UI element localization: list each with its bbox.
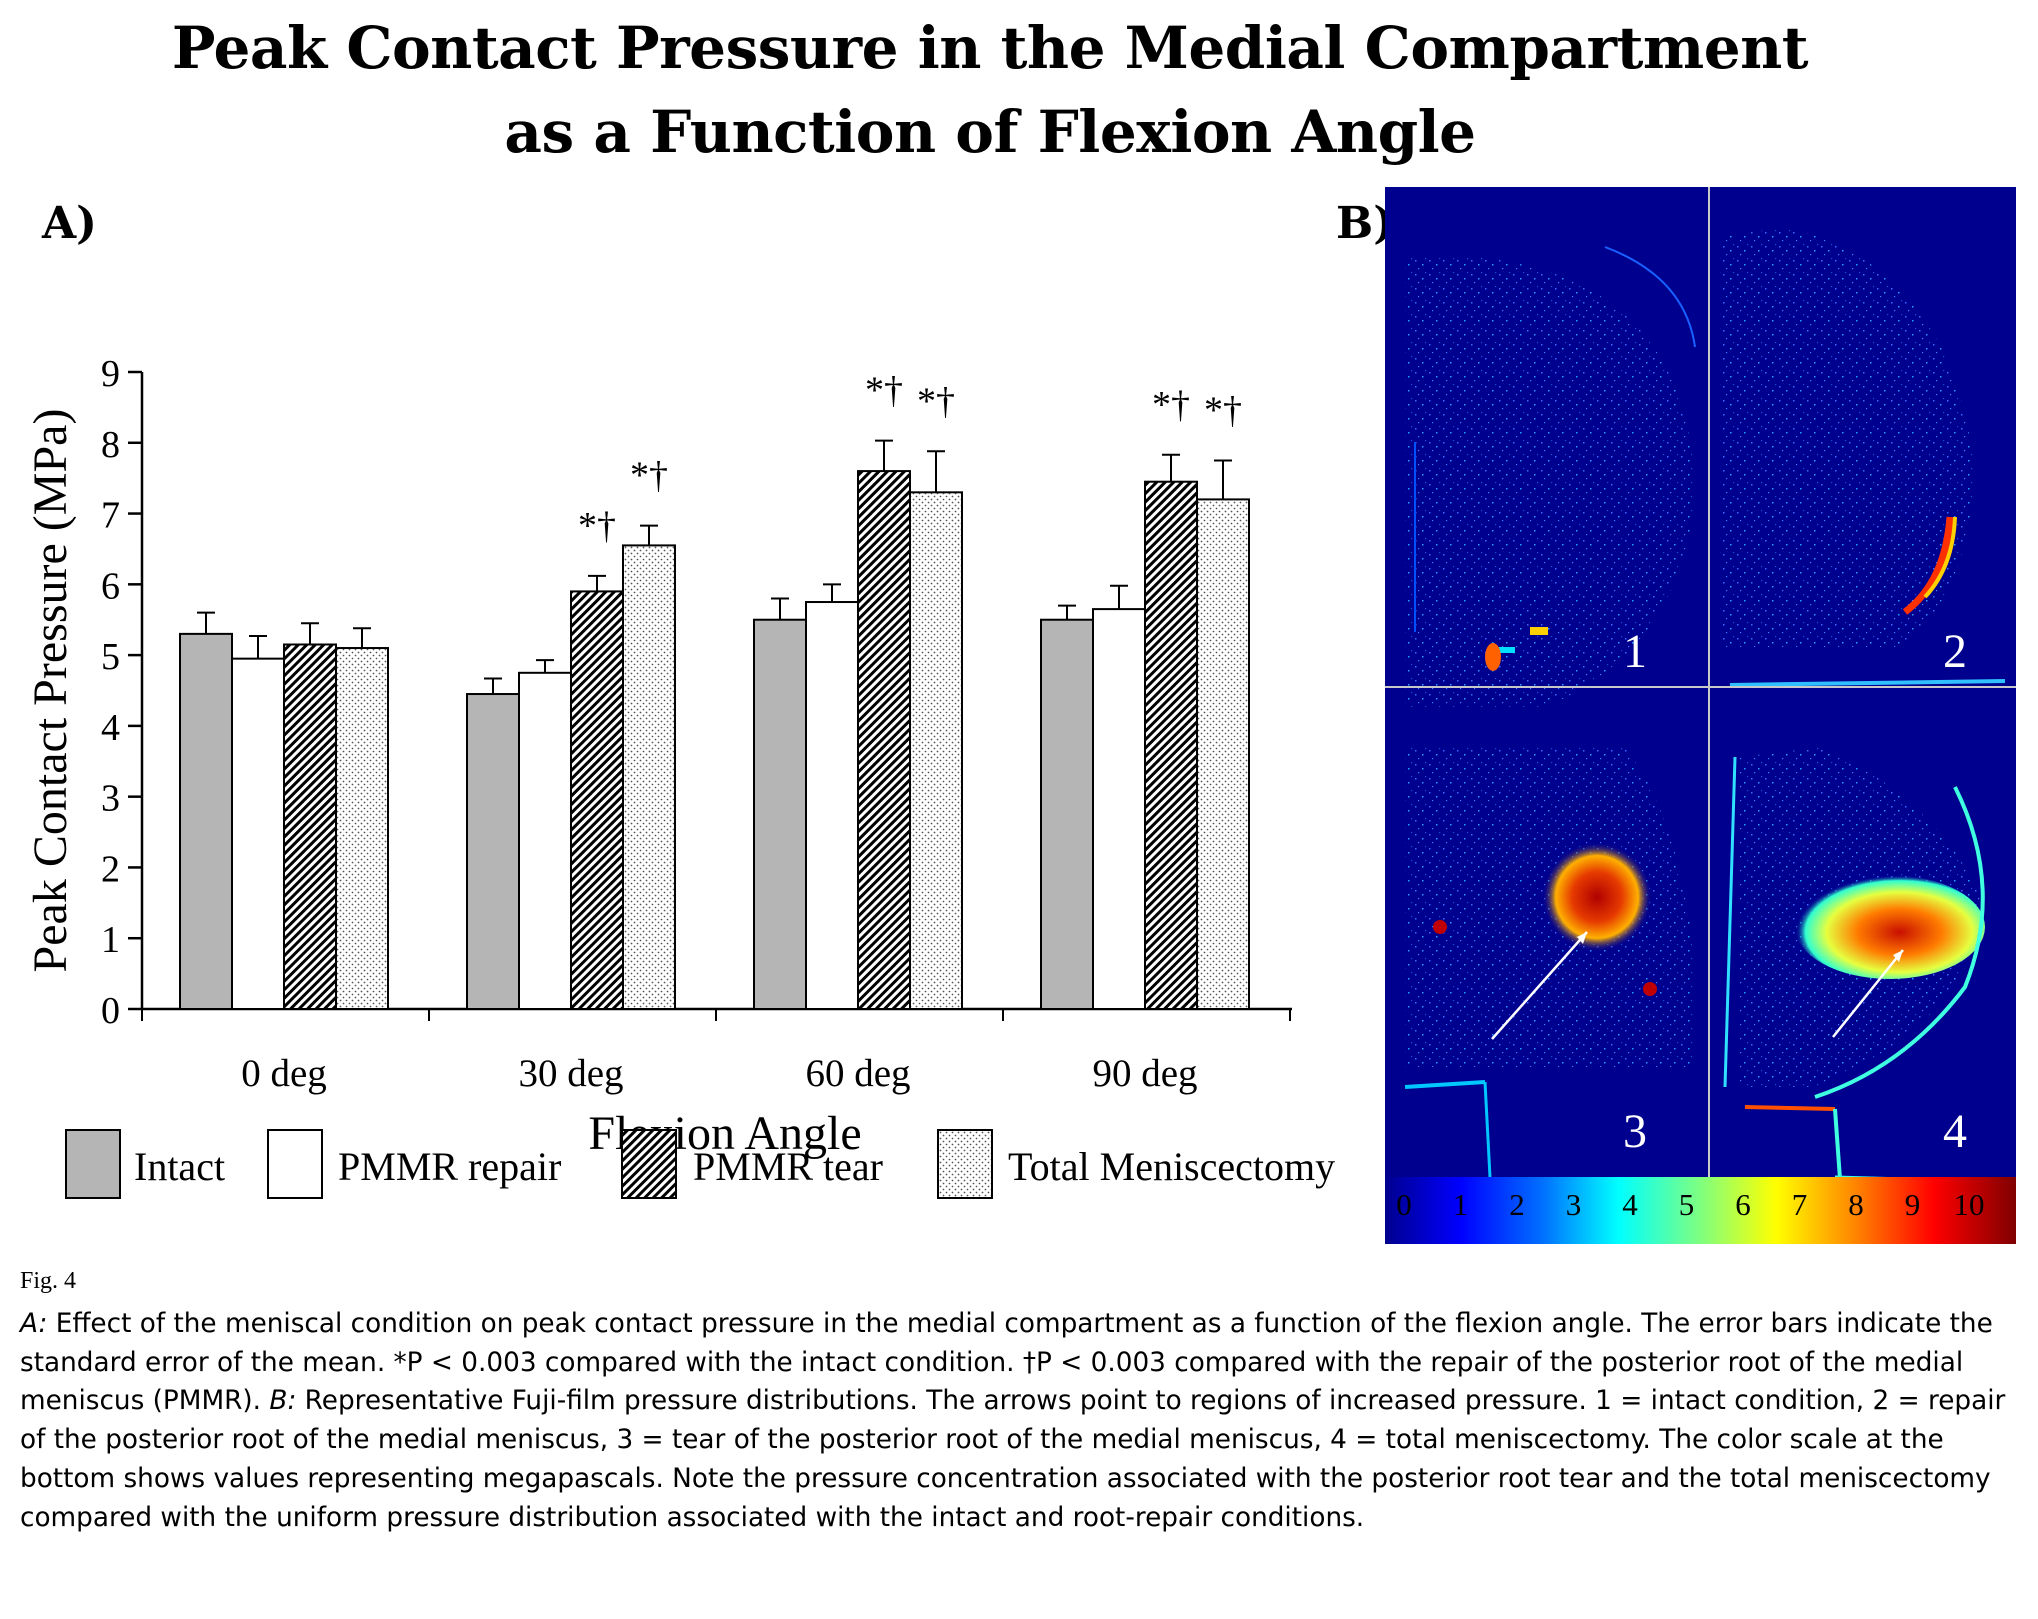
map-label-4: 4 <box>1943 1105 1967 1158</box>
y-tick-label: 2 <box>101 848 120 890</box>
y-tick-label: 4 <box>101 707 120 749</box>
pressure-maps: 1 2 3 4 <box>1385 187 2016 1187</box>
x-category-label: 30 deg <box>518 1052 623 1095</box>
bar-pmmr-tear <box>857 470 911 1011</box>
significance-marker: *† <box>630 455 668 497</box>
y-tick-label: 1 <box>101 919 120 961</box>
colorbar-tick-label: 8 <box>1848 1187 1864 1222</box>
figure-label: Fig. 4 <box>20 1268 77 1294</box>
colorbar-tick-label: 10 <box>1953 1187 1985 1222</box>
bar-intact <box>466 693 520 1010</box>
bar-intact <box>179 632 233 1010</box>
legend-label: PMMR tear <box>693 1144 883 1189</box>
y-tick-label: 5 <box>101 636 120 678</box>
bar-pmmr-repair <box>805 601 859 1010</box>
caption-a-text: Effect of the meniscal condition on peak… <box>20 1309 1993 1417</box>
bar-total-meniscectomy <box>909 491 963 1011</box>
caption-a-label: A: <box>20 1309 48 1339</box>
y-tick-label: 8 <box>101 424 120 466</box>
bar-pmmr-repair <box>518 671 572 1010</box>
caption-b-text: Representative Fuji-film pressure distri… <box>20 1386 2006 1533</box>
significance-marker: *† <box>1152 384 1190 426</box>
bar-intact <box>753 618 807 1010</box>
caption-b-label: B: <box>269 1386 297 1417</box>
bar-pmmr-tear <box>1144 480 1198 1010</box>
pressure-map-2 <box>1720 227 2006 687</box>
figure-title: Peak Contact Pressure in the Medial Comp… <box>0 6 1980 174</box>
legend-swatch-total-meniscectomy <box>937 1129 993 1199</box>
title-line-1: Peak Contact Pressure in the Medial Comp… <box>171 14 1809 82</box>
colorbar-tick-label: 2 <box>1509 1187 1525 1222</box>
y-tick-label: 7 <box>101 495 120 537</box>
colorbar-tick-label: 7 <box>1791 1187 1808 1222</box>
pressure-map-3 <box>1404 747 1695 1178</box>
colorbar-tick-label: 1 <box>1452 1187 1469 1222</box>
bar-chart: 0 1 2 3 4 5 6 7 8 9 *† *† *† *† *† *† 0 deg 30 deg 60 deg 9… <box>24 353 1335 1199</box>
colorbar-tick-label: 3 <box>1565 1187 1582 1222</box>
significance-marker: *† <box>1204 389 1242 431</box>
bar-pmmr-repair <box>1092 608 1146 1010</box>
significance-marker: *† <box>865 370 903 412</box>
colorbar-tick-label: 5 <box>1678 1187 1695 1222</box>
figure-caption: A: Effect of the meniscal condition on p… <box>20 1305 2020 1537</box>
pressure-maps-panel: 1 2 3 4 <box>1385 187 2016 1187</box>
bar-pmmr-repair <box>231 657 285 1010</box>
y-tick-label: 0 <box>101 990 120 1032</box>
bar-total-meniscectomy <box>335 647 389 1010</box>
map-label-1: 1 <box>1623 625 1647 678</box>
y-tick-label: 6 <box>101 565 120 607</box>
y-tick-label: 3 <box>101 778 120 820</box>
legend-swatch-pmmr-repair <box>267 1129 323 1199</box>
colorbar-tick-label: 4 <box>1622 1187 1638 1222</box>
colorbar-tick-label: 0 <box>1396 1187 1412 1222</box>
legend-label: Intact <box>134 1144 225 1189</box>
legend-swatch-pmmr-tear <box>621 1129 677 1199</box>
bar-pmmr-tear <box>570 590 624 1010</box>
legend-label: Total Meniscectomy <box>1008 1144 1335 1189</box>
x-category-label: 60 deg <box>805 1052 910 1095</box>
color-scale-bar: 0 1 2 3 4 5 6 7 8 9 10 <box>1385 1177 2016 1244</box>
pressure-map-1 <box>1405 246 1696 707</box>
y-axis-title: Peak Contact Pressure (MPa) <box>24 409 77 973</box>
legend-label: PMMR repair <box>338 1144 561 1189</box>
colorbar-tick-label: 9 <box>1904 1187 1921 1222</box>
y-tick-label: 9 <box>101 353 120 395</box>
title-line-2: as a Function of Flexion Angle <box>504 98 1476 166</box>
pressure-map-4 <box>1723 747 1985 1181</box>
bar-pmmr-tear <box>283 643 337 1010</box>
panel-a-label: A) <box>42 198 97 249</box>
significance-marker: *† <box>578 505 616 547</box>
map-label-3: 3 <box>1623 1105 1647 1158</box>
panel-b-label: B) <box>1336 198 1395 249</box>
x-category-label: 90 deg <box>1092 1052 1197 1095</box>
x-category-label: 0 deg <box>241 1052 327 1095</box>
bar-intact <box>1040 618 1094 1010</box>
significance-marker: *† <box>917 380 955 422</box>
map-label-2: 2 <box>1943 625 1967 678</box>
colorbar-tick-label: 6 <box>1735 1187 1751 1222</box>
bar-total-meniscectomy <box>622 544 676 1010</box>
bar-total-meniscectomy <box>1196 498 1250 1010</box>
legend-swatch-intact <box>65 1129 121 1199</box>
